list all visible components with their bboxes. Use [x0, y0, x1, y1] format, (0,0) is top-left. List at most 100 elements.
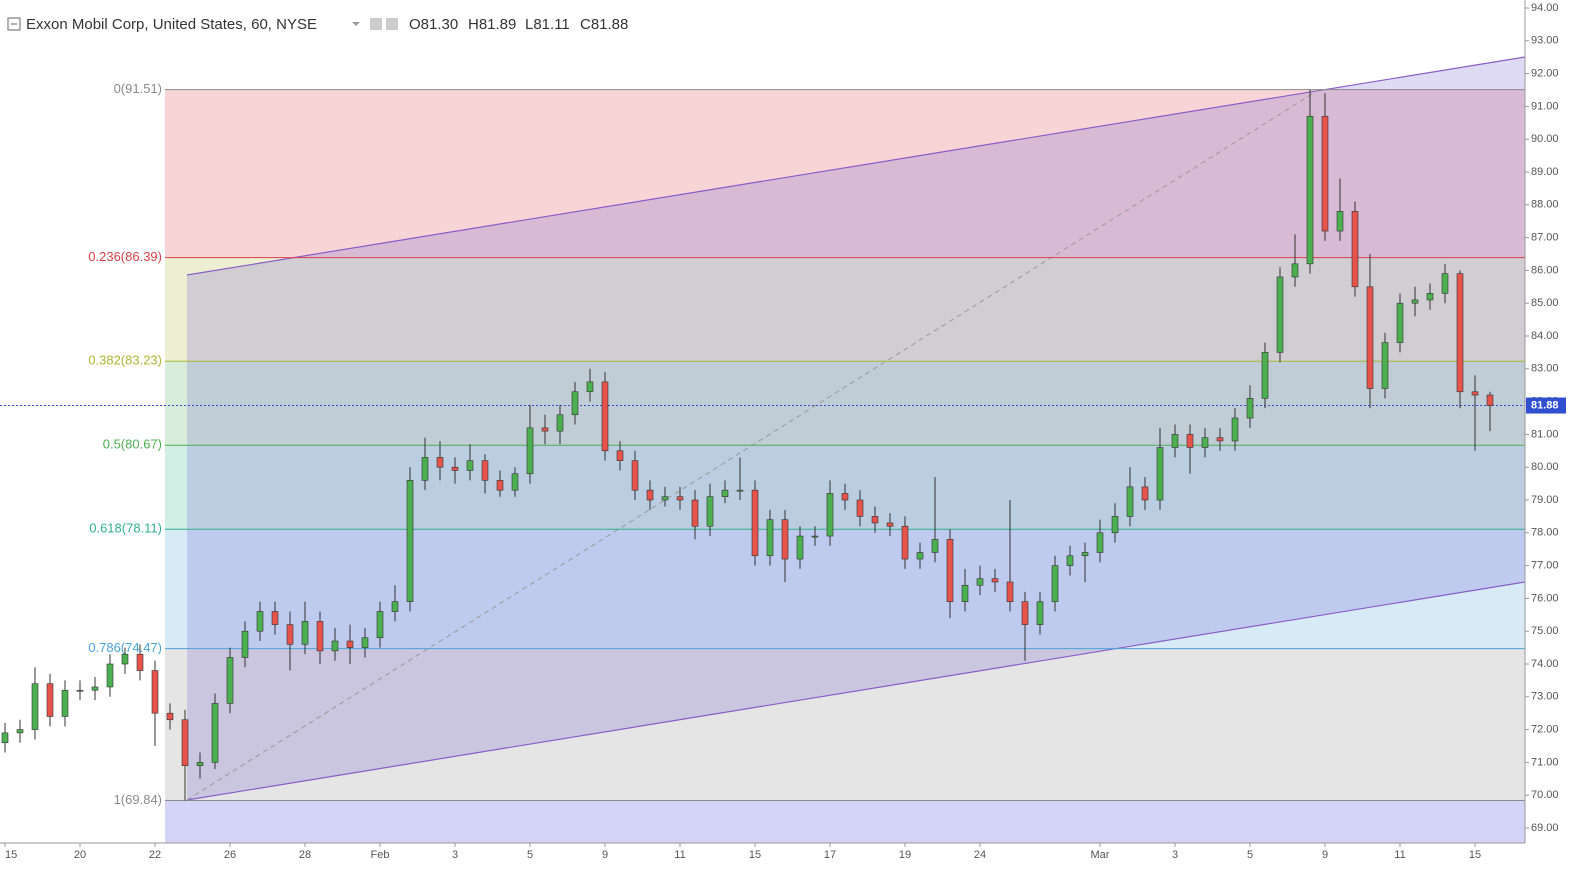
- candle-body: [871, 516, 879, 524]
- y-tick-label: 87.00: [1531, 232, 1559, 244]
- candle-body: [361, 637, 369, 648]
- hide-icon[interactable]: [386, 18, 398, 30]
- settings-icon[interactable]: [370, 18, 382, 30]
- candle-body: [451, 466, 459, 471]
- candle-body: [586, 381, 594, 393]
- ohlc-close: C81.88: [580, 16, 628, 33]
- candle-body: [781, 519, 789, 560]
- candle-body: [1171, 434, 1179, 448]
- candle-body: [1366, 286, 1374, 389]
- y-tick-label: 74.00: [1531, 658, 1559, 670]
- y-tick-label: 85.00: [1531, 297, 1559, 309]
- x-tick-label: 17: [824, 849, 836, 861]
- x-tick-label: 15: [749, 849, 761, 861]
- dropdown-icon[interactable]: [352, 22, 360, 26]
- fib-level-label: 0.5(80.67): [103, 437, 162, 452]
- price-axis: [1525, 0, 1578, 871]
- candle-body: [1291, 263, 1299, 278]
- candle-body: [436, 457, 444, 468]
- candle-body: [1066, 555, 1074, 566]
- fib-zone: [165, 361, 1525, 446]
- fib-level-label: 0(91.51): [114, 81, 162, 96]
- candle-body: [931, 539, 939, 553]
- drawings: [186, 56, 1526, 801]
- candle-body: [286, 624, 294, 645]
- y-tick-label: 77.00: [1531, 560, 1559, 572]
- fib-level-label: 1(69.84): [114, 792, 162, 807]
- y-tick-label: 70.00: [1531, 789, 1559, 801]
- x-tick-label: 15: [5, 849, 17, 861]
- y-tick-label: 80.00: [1531, 461, 1559, 473]
- candle-body: [961, 584, 969, 602]
- last-price-label: 81.88: [1531, 399, 1559, 411]
- y-tick-label: 75.00: [1531, 625, 1559, 637]
- channel-fill: [187, 57, 1525, 800]
- candle-body: [526, 427, 534, 475]
- channel-upper: [186, 56, 1526, 276]
- y-tick-label: 90.00: [1531, 133, 1559, 145]
- fib-level-label: 0.786(74.47): [88, 640, 162, 655]
- x-tick-label: 19: [899, 849, 911, 861]
- candle-body: [841, 493, 849, 501]
- candle-body: [826, 493, 834, 537]
- candle-body: [166, 712, 174, 721]
- candle-body: [736, 489, 744, 492]
- candle-body: [1051, 565, 1059, 602]
- x-tick-label: 20: [74, 849, 86, 861]
- candle-body: [271, 611, 279, 625]
- candle-body: [1336, 211, 1344, 232]
- candle-body: [1156, 447, 1164, 501]
- candle-body: [811, 535, 819, 538]
- candle-body: [121, 653, 129, 665]
- candle-body: [151, 670, 159, 714]
- candle-body: [196, 762, 204, 766]
- candle-body: [136, 653, 144, 671]
- y-tick-label: 76.00: [1531, 592, 1559, 604]
- fib-level-label: 0.618(78.11): [89, 521, 162, 536]
- candle-body: [751, 489, 759, 557]
- candle-body: [211, 703, 219, 763]
- candle-body: [1096, 532, 1104, 553]
- x-tick-label: 3: [452, 849, 458, 861]
- y-tick-label: 71.00: [1531, 756, 1559, 768]
- candle-body: [1321, 115, 1329, 232]
- x-tick-label: 9: [602, 849, 608, 861]
- candle-body: [511, 473, 519, 491]
- candle-body: [946, 539, 954, 602]
- candle-body: [46, 683, 54, 717]
- x-tick-label: 5: [1247, 849, 1253, 861]
- candle-body: [646, 489, 654, 501]
- candle-body: [706, 496, 714, 527]
- candle-body: [886, 522, 894, 527]
- candle-body: [1261, 352, 1269, 399]
- candle-body: [856, 499, 864, 517]
- candle-body: [391, 601, 399, 612]
- y-tick-label: 69.00: [1531, 822, 1559, 834]
- candle-body: [301, 621, 309, 645]
- candle-body: [541, 427, 549, 432]
- x-tick-label: 28: [299, 849, 311, 861]
- candle-body: [1471, 391, 1479, 396]
- candle-body: [766, 519, 774, 557]
- candle-body: [676, 496, 684, 501]
- candle-body: [76, 689, 84, 692]
- candle-body: [1396, 302, 1404, 343]
- x-tick-label: 26: [224, 849, 236, 861]
- candle-body: [1411, 299, 1419, 304]
- candle-body: [346, 640, 354, 648]
- candle-body: [1351, 211, 1359, 288]
- fib-trend-line: [186, 88, 1321, 801]
- y-tick-label: 86.00: [1531, 264, 1559, 276]
- x-tick-label: 24: [974, 849, 986, 861]
- x-tick-label: 11: [674, 849, 685, 861]
- fib-zone: [165, 257, 1525, 362]
- x-tick-label: 11: [1394, 849, 1405, 861]
- legend: Exxon Mobil Corp, United States, 60, NYS…: [7, 16, 628, 33]
- candle-body: [16, 729, 24, 734]
- candle-body: [406, 480, 414, 602]
- fib-lines: 0(91.51) 0.236(86.39) 0.382(83.23) 0.5(80.6…: [0, 81, 1525, 807]
- candle-body: [1081, 552, 1089, 557]
- x-tick-label: 9: [1322, 849, 1328, 861]
- candle-body: [691, 499, 699, 527]
